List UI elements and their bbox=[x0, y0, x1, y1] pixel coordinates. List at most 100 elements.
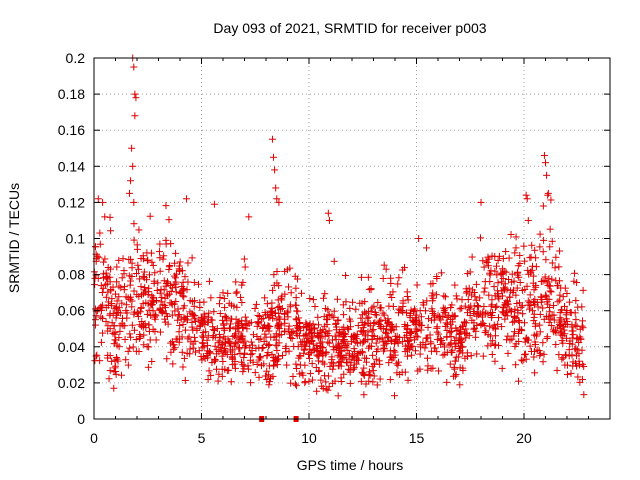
data-point bbox=[115, 304, 123, 312]
data-point bbox=[519, 357, 527, 365]
data-point bbox=[515, 317, 523, 325]
data-point bbox=[156, 306, 164, 314]
data-point-spike bbox=[245, 213, 253, 221]
data-point bbox=[295, 314, 303, 322]
data-point bbox=[325, 339, 333, 347]
data-point bbox=[498, 364, 506, 372]
data-point bbox=[263, 351, 271, 359]
data-point bbox=[309, 346, 317, 354]
data-point bbox=[184, 259, 192, 267]
data-point-spike bbox=[128, 144, 136, 152]
data-point bbox=[524, 266, 532, 274]
data-point bbox=[115, 334, 123, 342]
data-point bbox=[476, 310, 484, 318]
data-point bbox=[127, 255, 135, 263]
data-point bbox=[106, 213, 114, 221]
data-point bbox=[97, 282, 105, 290]
data-point bbox=[190, 312, 198, 320]
data-point bbox=[251, 369, 259, 377]
data-point bbox=[147, 249, 155, 257]
data-point bbox=[130, 326, 138, 334]
data-point bbox=[247, 318, 255, 326]
data-point bbox=[282, 344, 290, 352]
data-point bbox=[281, 319, 289, 327]
data-point bbox=[480, 263, 488, 271]
data-point bbox=[141, 284, 149, 292]
data-point bbox=[134, 313, 142, 321]
data-point bbox=[209, 323, 217, 331]
data-point bbox=[574, 373, 582, 381]
data-point bbox=[272, 356, 280, 364]
data-point bbox=[263, 367, 271, 375]
data-point bbox=[325, 327, 333, 335]
data-point bbox=[306, 345, 314, 353]
data-point bbox=[521, 285, 529, 293]
data-point bbox=[335, 342, 343, 350]
data-point bbox=[156, 289, 164, 297]
data-point bbox=[152, 312, 160, 320]
data-point bbox=[205, 367, 213, 375]
data-point bbox=[357, 327, 365, 335]
data-point bbox=[466, 305, 474, 313]
data-point bbox=[515, 325, 523, 333]
data-point bbox=[530, 313, 538, 321]
data-point bbox=[364, 273, 372, 281]
data-point bbox=[504, 332, 512, 340]
data-point bbox=[179, 285, 187, 293]
data-point bbox=[346, 304, 354, 312]
data-point bbox=[350, 345, 358, 353]
data-point bbox=[464, 296, 472, 304]
data-point bbox=[542, 292, 550, 300]
data-point bbox=[367, 307, 375, 315]
data-point bbox=[128, 321, 136, 329]
data-point bbox=[550, 302, 558, 310]
data-point bbox=[389, 288, 397, 296]
data-point-spike bbox=[129, 162, 137, 170]
data-point bbox=[453, 295, 461, 303]
data-point bbox=[200, 343, 208, 351]
data-point bbox=[491, 357, 499, 365]
y-tick-label: 0.14 bbox=[58, 158, 85, 174]
data-point bbox=[265, 371, 273, 379]
data-point bbox=[236, 349, 244, 357]
data-point bbox=[198, 339, 206, 347]
data-point bbox=[340, 323, 348, 331]
data-point bbox=[410, 308, 418, 316]
data-point bbox=[211, 333, 219, 341]
data-point bbox=[481, 284, 489, 292]
data-point bbox=[328, 312, 336, 320]
data-point bbox=[563, 320, 571, 328]
data-point bbox=[164, 320, 172, 328]
data-point bbox=[157, 285, 165, 293]
data-point bbox=[480, 288, 488, 296]
data-point bbox=[265, 342, 273, 350]
data-point bbox=[385, 359, 393, 367]
data-point bbox=[291, 380, 299, 388]
data-point bbox=[269, 311, 277, 319]
data-point-spike bbox=[182, 195, 190, 203]
data-point-spike bbox=[539, 202, 547, 210]
data-point-spike bbox=[271, 166, 279, 174]
data-point bbox=[227, 320, 235, 328]
data-point bbox=[399, 303, 407, 311]
data-point bbox=[486, 271, 494, 279]
data-point bbox=[96, 240, 104, 248]
data-point bbox=[292, 284, 300, 292]
data-point bbox=[138, 317, 146, 325]
data-point bbox=[192, 317, 200, 325]
data-point bbox=[324, 386, 332, 394]
data-point bbox=[136, 334, 144, 342]
data-point bbox=[531, 298, 539, 306]
data-point bbox=[368, 304, 376, 312]
data-point bbox=[255, 319, 263, 327]
data-point bbox=[459, 366, 467, 374]
data-point bbox=[144, 363, 152, 371]
data-point bbox=[322, 350, 330, 358]
data-point bbox=[199, 317, 207, 325]
data-point bbox=[163, 355, 171, 363]
data-point bbox=[433, 348, 441, 356]
data-point bbox=[531, 340, 539, 348]
data-point bbox=[174, 312, 182, 320]
data-point bbox=[145, 284, 153, 292]
data-point bbox=[179, 321, 187, 329]
